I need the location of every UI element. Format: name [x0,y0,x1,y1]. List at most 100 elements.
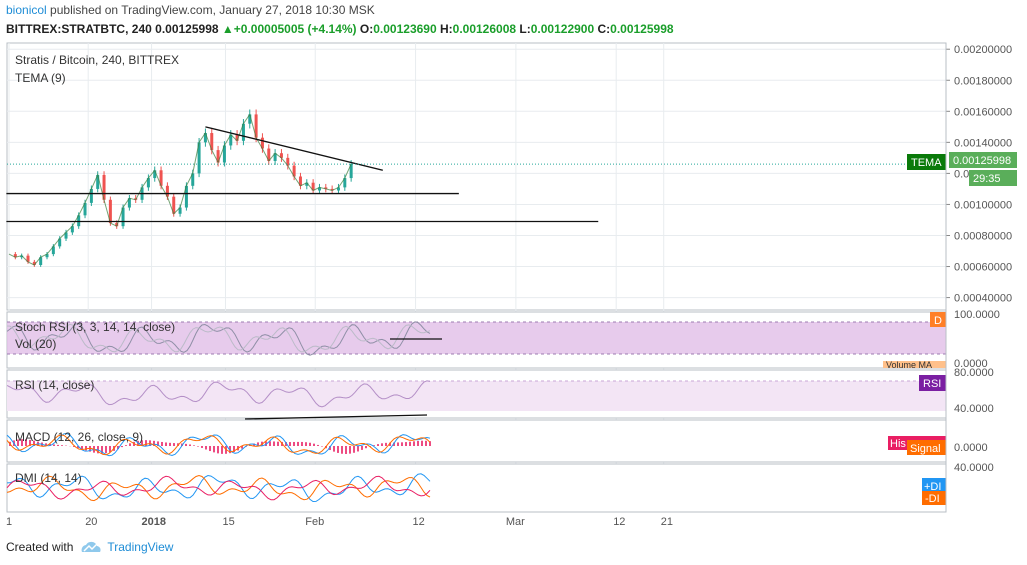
macd-histogram-bar [389,442,391,446]
macd-signal-badge: Signal [910,443,941,455]
candle-body [292,165,296,177]
candle-body [89,188,93,203]
macd-histogram-bar [201,446,203,448]
macd-pane [6,419,947,463]
tema-badge-bg [907,154,946,170]
macd-histogram-bar [289,442,291,446]
candle-body [184,185,188,208]
tradingview-brand: TradingView [107,540,174,554]
tema-label: TEMA (9) [15,71,66,85]
candle-body [64,232,68,239]
dmi-plus-badge: +DI [924,481,941,493]
volume-ma-badge-bg [883,361,946,368]
macd-histogram-bar [81,446,83,450]
macd-histogram-bar [141,440,143,446]
candle-body [349,164,353,179]
candle-body [39,257,43,265]
macd-histogram-bar [217,446,219,454]
macd-histogram-bar [321,446,323,447]
signal-line [6,434,431,456]
candle-body [203,133,207,143]
x-tick-label: 15 [222,516,234,528]
candle-body [165,185,169,197]
candle-body [108,199,112,224]
rsi-trendline [244,414,428,420]
macd-histogram-bar [417,440,419,446]
chart-canvas[interactable]: 0.00200000 0.00180000 0.00160000 0.00140000… [0,0,1027,540]
x-tick-label: 2018 [142,516,166,528]
macd-histogram-bar [429,441,431,446]
candle-body [32,261,36,265]
macd-histogram-bar [213,446,215,453]
close-label: C: [597,22,611,36]
tema-line [8,113,352,266]
candle-body [121,207,125,227]
macd-histogram-bar [149,440,151,446]
plus-di-line [6,473,431,503]
dmi-tick: 40.0000 [954,462,994,474]
candle-body [311,182,315,191]
macd-histogram-bar [153,440,155,446]
candle-body [210,133,214,151]
price-pane [6,42,947,311]
macd-zero-tick: 0.0000 [954,442,988,454]
macd-histogram-bar [25,439,27,446]
rsi-top-tick: 80.0000 [954,367,994,379]
candle-body [102,174,106,200]
macd-histogram-bar [305,442,307,446]
low-label: L: [519,22,531,36]
macd-histogram-bar [269,441,271,446]
candle-body [153,170,157,179]
tema-badge: TEMA [911,157,942,169]
candle-body [229,134,233,146]
macd-histogram-bar [29,439,31,446]
x-tick-label: 20 [85,516,97,528]
macd-histogram-bar [333,446,335,452]
macd-histogram-bar [33,440,35,446]
macd-histogram-bar [105,446,107,454]
x-tick-label: Mar [506,516,525,528]
macd-histogram-bar [357,446,359,452]
macd-histogram-bar [409,441,411,446]
candle-body [159,170,163,186]
price-tick-label: 0.00140000 [954,137,1012,149]
candle-body [45,254,49,258]
last-price-badge-bg [949,152,1017,168]
macd-histogram-bar [53,444,55,446]
stoch-top-tick: 100.0000 [954,309,1000,321]
x-tick-label: Feb [305,516,324,528]
x-tick-label: 1 [6,516,12,528]
stoch-d-badge-bg [930,312,946,327]
macd-histogram-bar [273,441,275,446]
macd-histogram-bar [377,444,379,446]
change-value: +0.00005005 (+4.14%) [233,22,357,36]
dmi-label: DMI (14, 14) [15,471,82,485]
macd-hist-badge: His [890,438,906,450]
macd-histogram-bar [73,446,75,447]
rsi-band [7,381,946,411]
macd-histogram-bar [233,446,235,452]
x-tick-label: 12 [613,516,625,528]
macd-histogram-bar [157,441,159,446]
candle-body [324,187,328,189]
trendline-descending-resistance [205,126,383,171]
macd-histogram-bar [161,441,163,446]
price-tick-label: 0.00180000 [954,75,1012,87]
vol-label: Vol (20) [15,337,56,351]
rsi-label: RSI (14, close) [15,378,94,392]
price-tick-label: 0.00080000 [954,230,1012,242]
tradingview-link[interactable]: TradingView [79,540,173,554]
macd-histogram-bar [385,442,387,446]
tradingview-logo-icon [81,541,101,552]
publisher-name[interactable]: bionicol [6,3,47,17]
candle-body [127,198,131,208]
countdown-badge-bg [969,170,1017,186]
dmi-plus-badge-bg [922,478,946,492]
macd-histogram-bar [297,441,299,446]
macd-histogram-bar [365,446,367,449]
macd-histogram-bar [313,443,315,446]
adx-line [6,475,431,501]
macd-histogram-bar [285,442,287,446]
high-label: H: [439,22,453,36]
dmi-minus-badge: -DI [925,493,940,505]
